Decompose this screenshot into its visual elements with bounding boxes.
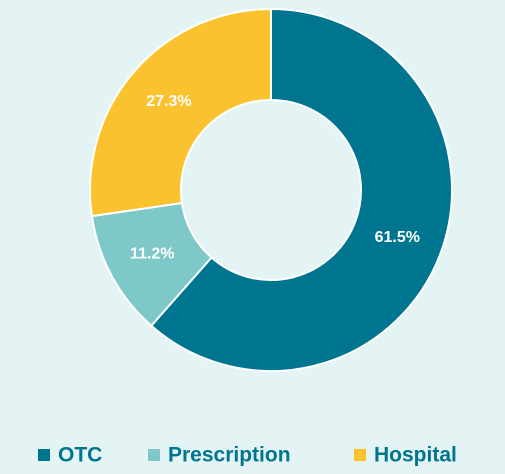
value-label: 61.5% (375, 229, 420, 246)
legend-swatch (38, 449, 50, 461)
slice (89, 7, 272, 218)
value-label: 27.3% (146, 93, 191, 110)
legend-swatch (148, 449, 160, 461)
legend-label: Hospital (374, 444, 457, 467)
slice (149, 7, 453, 372)
legend-label: Prescription (168, 444, 291, 467)
value-label: 11.2% (130, 246, 174, 263)
legend-swatch (354, 449, 366, 461)
legend-label: OTC (58, 444, 102, 467)
